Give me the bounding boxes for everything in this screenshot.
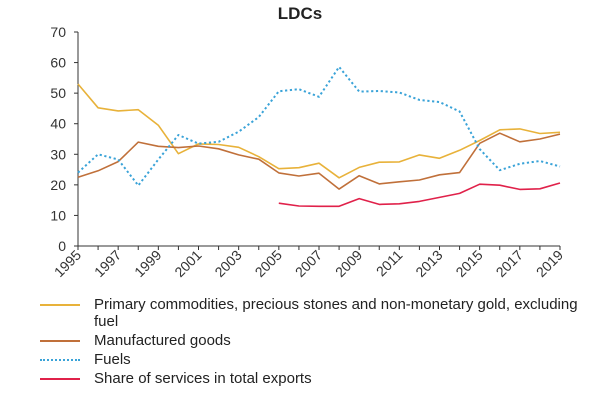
legend-item-2: Fuels bbox=[40, 351, 590, 368]
legend-swatch bbox=[40, 359, 80, 361]
legend-label: Manufactured goods bbox=[94, 332, 231, 349]
legend-swatch bbox=[40, 378, 80, 380]
x-axis: 1995 1997 1999 2001 2003 2005 2007 2009 2011 2013… bbox=[51, 245, 566, 280]
x-tick-label: 1999 bbox=[131, 247, 164, 280]
series-line-3 bbox=[278, 182, 561, 208]
series-line-2 bbox=[77, 65, 561, 187]
y-tick-label: 60 bbox=[50, 55, 66, 71]
series-lines bbox=[77, 65, 561, 208]
x-tick-label: 2005 bbox=[252, 247, 285, 280]
legend-swatch bbox=[40, 304, 80, 306]
y-tick-label: 40 bbox=[50, 116, 66, 132]
legend-item-0: Primary commodities, precious stones and… bbox=[40, 296, 590, 330]
legend-label: Primary commodities, precious stones and… bbox=[94, 296, 578, 330]
x-tick-label: 2019 bbox=[533, 247, 566, 280]
chart-title: LDCs bbox=[277, 4, 323, 23]
y-tick-label: 0 bbox=[58, 238, 66, 254]
legend-label: Fuels bbox=[94, 351, 131, 368]
y-tick-label: 20 bbox=[50, 177, 66, 193]
x-tick-label: 2011 bbox=[373, 247, 406, 280]
x-tick-label: 2009 bbox=[332, 247, 365, 280]
x-tick-label: 2003 bbox=[211, 247, 244, 280]
x-tick-label: 2013 bbox=[412, 247, 445, 280]
x-tick-label: 2007 bbox=[292, 247, 325, 280]
series-line-0 bbox=[77, 83, 561, 179]
legend: Primary commodities, precious stones and… bbox=[40, 296, 590, 389]
legend-label: Share of services in total exports bbox=[94, 370, 312, 387]
line-chart: 0 10 20 30 40 50 60 70 1995 1997 1999 2001 2003 2005… bbox=[50, 24, 566, 280]
y-tick-label: 10 bbox=[50, 207, 66, 223]
y-tick-label: 50 bbox=[50, 85, 66, 101]
y-tick-label: 70 bbox=[50, 24, 66, 40]
legend-item-3: Share of services in total exports bbox=[40, 370, 590, 387]
x-tick-label: 2015 bbox=[452, 247, 485, 280]
series-line-1 bbox=[77, 132, 561, 190]
legend-swatch bbox=[40, 340, 80, 342]
x-tick-label: 1997 bbox=[91, 247, 124, 280]
x-tick-label: 2017 bbox=[493, 247, 526, 280]
x-tick-label: 2001 bbox=[171, 247, 204, 280]
y-tick-label: 30 bbox=[50, 146, 66, 162]
x-tick-label: 1995 bbox=[51, 247, 84, 280]
legend-item-1: Manufactured goods bbox=[40, 332, 590, 349]
y-axis: 0 10 20 30 40 50 60 70 bbox=[50, 24, 79, 254]
